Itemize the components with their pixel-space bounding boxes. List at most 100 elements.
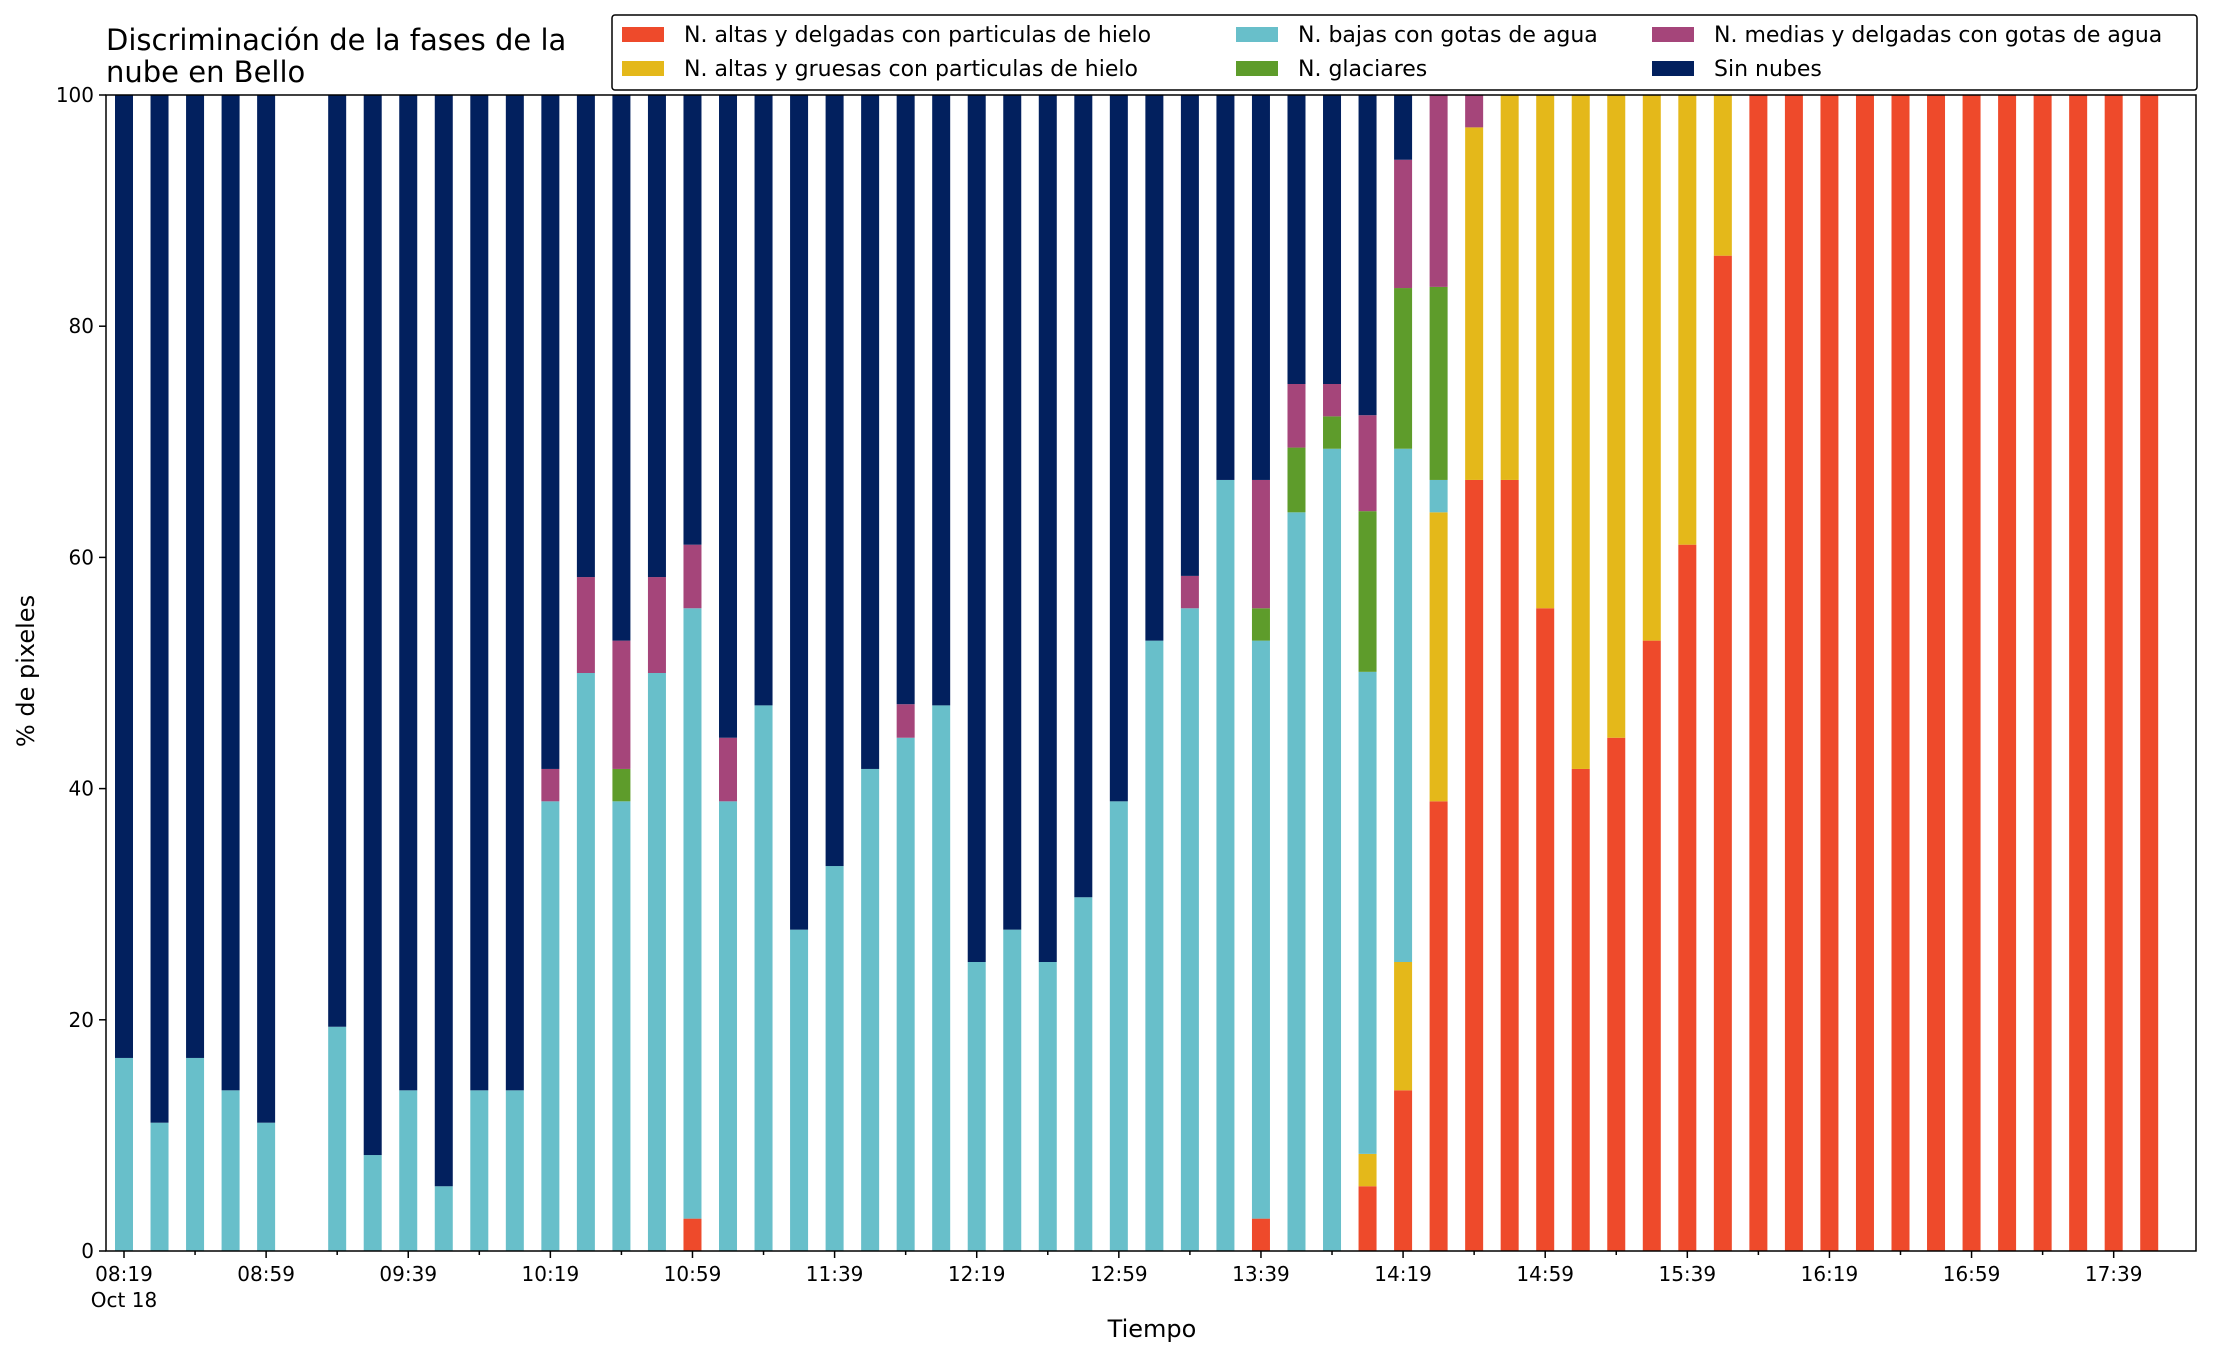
legend-swatch-bajas xyxy=(1236,27,1278,42)
legend-label-altas_gruesas: N. altas y gruesas con particulas de hie… xyxy=(684,57,1138,82)
bar-segment-altas_gruesas xyxy=(1678,95,1697,545)
x-tick-label: 08:19 xyxy=(95,1262,153,1286)
bar-segment-sin_nubes xyxy=(1251,95,1270,480)
legend-label-altas_delgadas: N. altas y delgadas con particulas de hi… xyxy=(684,23,1151,48)
bar-segment-bajas xyxy=(1323,448,1342,1251)
bar-segment-sin_nubes xyxy=(221,95,240,1091)
bar-segment-sin_nubes xyxy=(328,95,347,1027)
bar-segment-bajas xyxy=(328,1026,347,1251)
bar-segment-altas_gruesas xyxy=(1500,95,1519,480)
bar-segment-altas_delgadas xyxy=(1607,737,1626,1251)
bar-segment-altas_gruesas xyxy=(1358,1153,1377,1187)
bar-segment-altas_delgadas xyxy=(1251,1218,1270,1251)
bar-segment-bajas xyxy=(221,1090,240,1251)
y-tick-label: 40 xyxy=(69,777,94,801)
bar-segment-altas_delgadas xyxy=(2033,95,2052,1251)
bar-segment-sin_nubes xyxy=(541,95,560,769)
bar-segment-bajas xyxy=(1180,608,1199,1251)
bar-segment-bajas xyxy=(1394,448,1413,962)
bar-segment-sin_nubes xyxy=(399,95,418,1091)
bar-segment-altas_gruesas xyxy=(1465,127,1484,480)
bar-segment-bajas xyxy=(647,673,666,1251)
y-tick-label: 60 xyxy=(69,545,94,569)
bar-segment-altas_delgadas xyxy=(1998,95,2017,1251)
bar-segment-sin_nubes xyxy=(1216,95,1235,480)
bar-segment-medias xyxy=(896,704,915,738)
bar-segment-sin_nubes xyxy=(1287,95,1306,384)
bar-segment-bajas xyxy=(434,1186,453,1251)
bar-segment-altas_delgadas xyxy=(2104,95,2123,1251)
bar-segment-bajas xyxy=(576,673,595,1251)
bars-layer xyxy=(115,95,2159,1251)
bar-segment-sin_nubes xyxy=(186,95,205,1058)
bar-segment-bajas xyxy=(1109,801,1128,1251)
bar-segment-sin_nubes xyxy=(1358,95,1377,416)
bar-segment-sin_nubes xyxy=(470,95,489,1091)
legend-label-sin_nubes: Sin nubes xyxy=(1714,57,1822,82)
bar-segment-sin_nubes xyxy=(612,95,631,641)
bar-segment-sin_nubes xyxy=(257,95,276,1123)
y-axis-label: % de pixeles xyxy=(12,595,40,747)
bar-segment-sin_nubes xyxy=(719,95,738,738)
bar-segment-medias xyxy=(683,544,702,609)
bar-segment-altas_delgadas xyxy=(1962,95,1981,1251)
bar-segment-bajas xyxy=(790,929,809,1251)
legend-label-glaciares: N. glaciares xyxy=(1298,57,1427,82)
bar-segment-glaciares xyxy=(1323,416,1342,449)
bar-segment-sin_nubes xyxy=(1074,95,1093,898)
bar-segment-altas_delgadas xyxy=(1891,95,1910,1251)
bar-segment-sin_nubes xyxy=(1109,95,1128,802)
bar-segment-altas_delgadas xyxy=(1394,1090,1413,1251)
legend-label-bajas: N. bajas con gotas de agua xyxy=(1298,23,1598,48)
bar-segment-bajas xyxy=(683,608,702,1219)
bar-segment-bajas xyxy=(754,705,773,1251)
bar-segment-bajas xyxy=(1216,479,1235,1251)
bar-segment-medias xyxy=(1287,384,1306,448)
bar-segment-bajas xyxy=(186,1057,205,1251)
x-tick-label: 16:59 xyxy=(1943,1262,2001,1286)
bar-segment-altas_gruesas xyxy=(1394,962,1413,1091)
bar-segment-bajas xyxy=(861,768,880,1251)
x-tick-label: 15:39 xyxy=(1658,1262,1716,1286)
x-tick-label: 08:59 xyxy=(237,1262,295,1286)
bar-segment-altas_delgadas xyxy=(1571,768,1590,1251)
bar-segment-altas_delgadas xyxy=(1678,544,1697,1251)
bar-segment-altas_gruesas xyxy=(1536,95,1555,609)
bar-segment-medias xyxy=(647,577,666,673)
bar-segment-medias xyxy=(1251,479,1270,609)
bar-segment-medias xyxy=(1465,95,1484,128)
axes-layer: 0 20 40 60 80 100 08:19 08:59 09:39 10:19 10:59 11:… xyxy=(56,83,2197,1312)
bar-segment-sin_nubes xyxy=(861,95,880,769)
bar-segment-bajas xyxy=(719,801,738,1251)
bar-segment-bajas xyxy=(363,1155,382,1251)
bar-segment-bajas xyxy=(1251,640,1270,1219)
x-tick-label: 12:59 xyxy=(1090,1262,1148,1286)
bar-segment-medias xyxy=(541,768,560,802)
bar-segment-sin_nubes xyxy=(1394,95,1413,160)
x-tick-label: 10:19 xyxy=(522,1262,580,1286)
bar-segment-medias xyxy=(612,640,631,769)
bar-segment-altas_delgadas xyxy=(1749,95,1768,1251)
legend-label-medias: N. medias y delgadas con gotas de agua xyxy=(1714,23,2162,48)
bar-segment-bajas xyxy=(470,1090,489,1251)
bar-segment-bajas xyxy=(1145,640,1164,1251)
bar-segment-medias xyxy=(576,577,595,673)
bar-segment-sin_nubes xyxy=(790,95,809,930)
bar-segment-altas_delgadas xyxy=(2140,95,2159,1251)
bar-segment-sin_nubes xyxy=(150,95,169,1123)
bar-segment-altas_gruesas xyxy=(1571,95,1590,769)
bar-segment-sin_nubes xyxy=(1145,95,1164,641)
bar-segment-bajas xyxy=(1429,479,1448,513)
y-tick-label: 100 xyxy=(56,83,94,107)
plot-frame xyxy=(105,94,2197,1252)
bar-segment-bajas xyxy=(1038,962,1057,1251)
x-tick-label: 17:39 xyxy=(2085,1262,2143,1286)
x-tick-label: 14:19 xyxy=(1374,1262,1432,1286)
bar-segment-bajas xyxy=(896,737,915,1251)
bar-segment-bajas xyxy=(825,866,844,1251)
bar-segment-altas_delgadas xyxy=(1784,95,1803,1251)
bar-segment-sin_nubes xyxy=(647,95,666,578)
legend-swatch-altas_delgadas xyxy=(622,27,664,42)
bar-segment-bajas xyxy=(612,801,631,1251)
